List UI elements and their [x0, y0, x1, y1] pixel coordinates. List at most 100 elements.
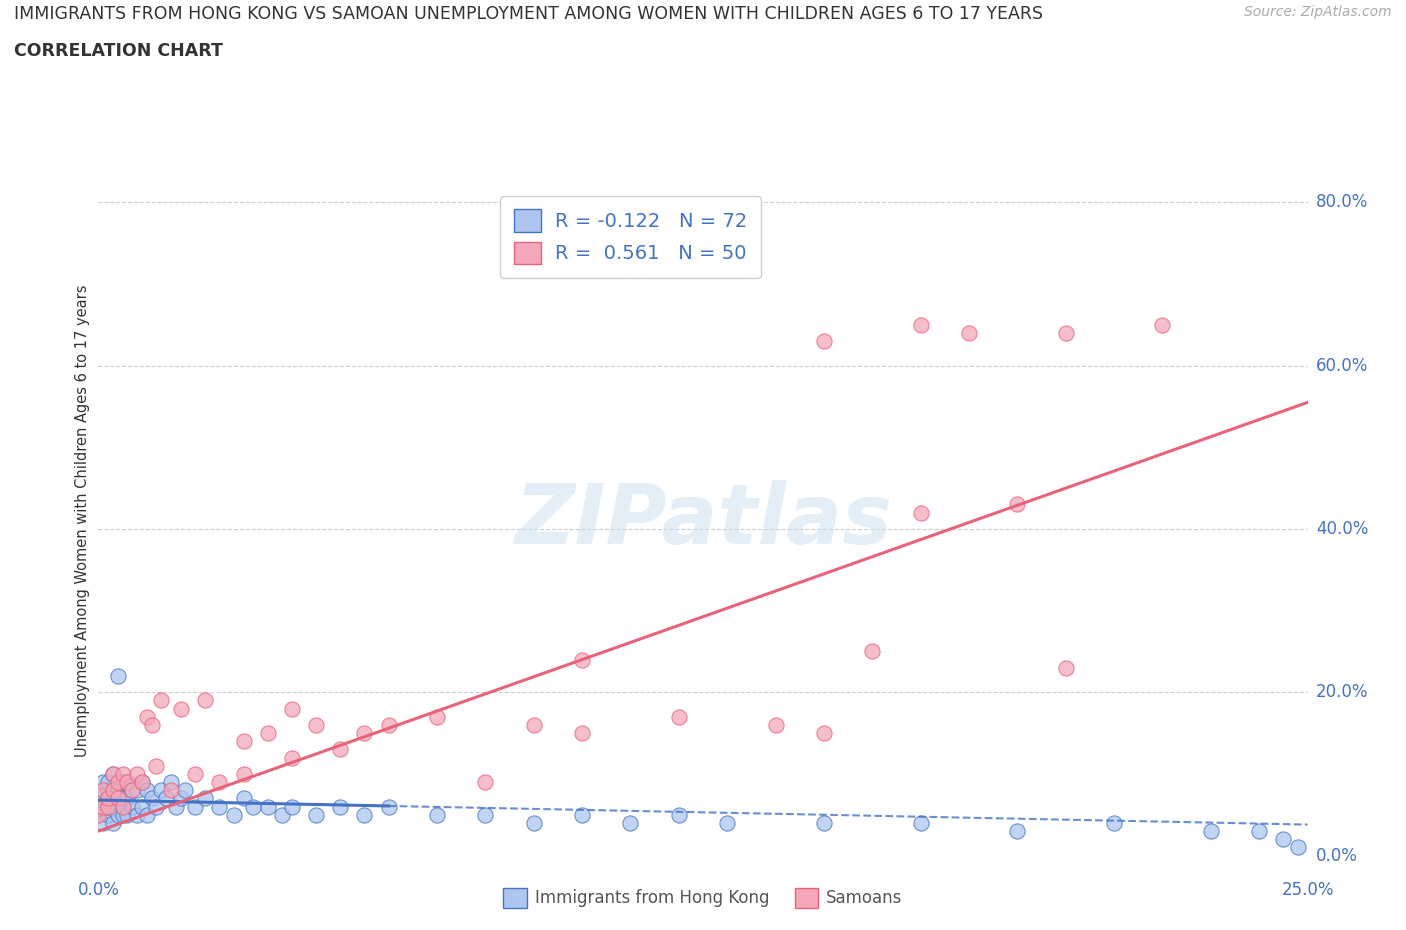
Point [232, 766, 254, 781]
Point [117, 807, 139, 822]
Point [150, 783, 173, 798]
Point [242, 799, 264, 814]
Point [135, 710, 157, 724]
Point [256, 799, 278, 814]
Point [208, 799, 231, 814]
Point [813, 725, 835, 740]
Point [208, 775, 231, 790]
Point [91, 775, 114, 790]
Point [145, 799, 167, 814]
Point [813, 334, 835, 349]
Point [377, 718, 399, 733]
Point [813, 816, 835, 830]
Point [117, 775, 139, 790]
Point [91, 799, 114, 814]
Point [145, 758, 167, 773]
Point [127, 766, 149, 781]
Text: ZIPatlas: ZIPatlas [515, 480, 891, 562]
Text: Source: ZipAtlas.com: Source: ZipAtlas.com [1244, 5, 1392, 19]
Point [121, 783, 143, 798]
Point [1007, 824, 1029, 839]
Point [127, 783, 149, 798]
Point [107, 775, 129, 790]
Point [305, 807, 328, 822]
Point [111, 775, 134, 790]
Point [117, 791, 139, 806]
Point [281, 799, 304, 814]
Point [107, 807, 129, 822]
Point [101, 799, 124, 814]
Point [184, 766, 207, 781]
Point [910, 505, 932, 520]
Point [281, 701, 304, 716]
Point [135, 807, 157, 822]
Point [101, 766, 124, 781]
Point [860, 644, 883, 658]
Point [353, 725, 375, 740]
Point [107, 791, 129, 806]
Point [256, 725, 278, 740]
Point [426, 710, 449, 724]
Point [165, 799, 187, 814]
Point [716, 816, 738, 830]
Point [111, 799, 134, 814]
Point [184, 799, 207, 814]
Point [329, 799, 352, 814]
Point [160, 775, 183, 790]
Text: 80.0%: 80.0% [1316, 193, 1368, 211]
Point [107, 783, 129, 798]
Text: 0.0%: 0.0% [1316, 846, 1358, 865]
Point [141, 718, 163, 733]
Point [1249, 824, 1271, 839]
Point [1286, 840, 1309, 855]
Point [97, 775, 120, 790]
Point [87, 807, 110, 822]
Point [523, 718, 546, 733]
Point [111, 807, 134, 822]
Point [474, 775, 496, 790]
Point [91, 799, 114, 814]
Point [174, 783, 197, 798]
Point [101, 783, 124, 798]
Point [117, 775, 139, 790]
Point [169, 791, 191, 806]
Point [91, 816, 114, 830]
Point [101, 783, 124, 798]
Point [97, 783, 120, 798]
Point [281, 751, 304, 765]
Text: 60.0%: 60.0% [1316, 356, 1368, 375]
Point [329, 742, 352, 757]
Text: 25.0%: 25.0% [1281, 881, 1334, 898]
Point [668, 807, 690, 822]
Point [131, 799, 153, 814]
Point [121, 799, 143, 814]
Point [1007, 497, 1029, 512]
Point [910, 816, 932, 830]
Point [523, 816, 546, 830]
Point [87, 799, 110, 814]
Point [97, 791, 120, 806]
Point [97, 799, 120, 814]
Point [111, 791, 134, 806]
Point [668, 710, 690, 724]
Point [160, 783, 183, 798]
Point [107, 791, 129, 806]
Text: 20.0%: 20.0% [1316, 684, 1368, 701]
Point [1102, 816, 1125, 830]
Point [169, 701, 191, 716]
Point [194, 791, 217, 806]
Point [571, 652, 593, 667]
Point [127, 807, 149, 822]
Text: 0.0%: 0.0% [77, 881, 120, 898]
Point [353, 807, 375, 822]
Point [571, 725, 593, 740]
Point [155, 791, 177, 806]
Legend: Immigrants from Hong Kong, Samoans: Immigrants from Hong Kong, Samoans [496, 882, 910, 914]
Point [91, 783, 114, 798]
Point [91, 791, 114, 806]
Point [97, 791, 120, 806]
Point [91, 783, 114, 798]
Point [97, 799, 120, 814]
Point [141, 791, 163, 806]
Point [571, 807, 593, 822]
